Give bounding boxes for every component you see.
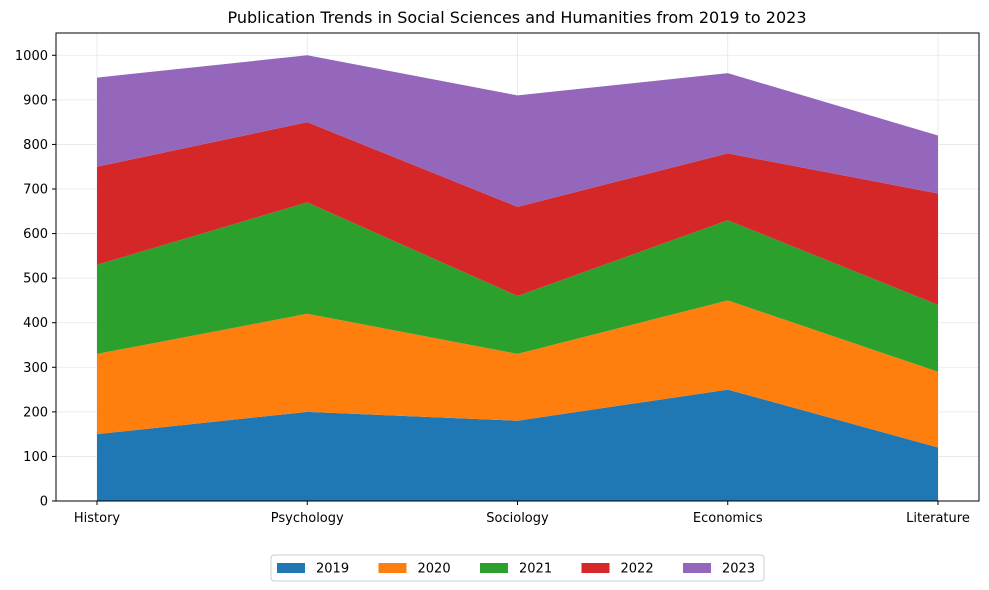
x-tick-label: History [74,511,121,526]
legend-item-2021: 2021 [480,562,552,577]
legend-swatch [683,563,711,573]
area-series-2019 [97,389,938,501]
y-tick-label: 1000 [15,49,48,64]
legend-label: 2020 [418,562,451,577]
area-series-2023 [97,55,938,207]
legend-item-2020: 2020 [378,562,451,577]
legend-swatch [378,563,407,573]
y-tick-label: 400 [23,316,48,331]
y-tick-label: 600 [23,227,48,242]
legend-label: 2019 [316,562,349,577]
legend-box [270,554,765,582]
x-tick-label: Psychology [271,511,344,526]
legend-item-2022: 2022 [581,562,654,577]
y-tick-label: 300 [23,361,48,376]
legend-item-2023: 2023 [683,562,755,577]
y-tick-label: 900 [23,93,48,108]
x-tick-label: Sociology [486,511,549,526]
legend-label: 2022 [621,562,654,577]
area-series-2022 [97,122,938,305]
area-series-2021 [97,202,938,372]
y-tick-label: 100 [23,450,48,465]
y-tick-label: 700 [23,183,48,198]
x-tick-label: Economics [693,511,763,526]
legend-swatch [581,563,610,573]
legend-label: 2021 [519,562,552,577]
y-tick-label: 200 [23,405,48,420]
legend: 2019 2020 2021 2022 2023 [270,554,765,582]
axes-layer: 0 100 200 300 400 500 600 700 800 900 1000 History P… [15,32,980,526]
x-tick-label: Literature [906,511,970,526]
y-tick-label: 800 [23,138,48,153]
area-series-2020 [97,300,938,448]
legend-swatch [480,563,508,573]
y-tick-label: 500 [23,272,48,287]
chart-title: Publication Trends in Social Sciences an… [227,8,806,27]
legend-item-2019: 2019 [277,562,349,577]
y-tick-label: 0 [40,495,48,510]
legend-label: 2023 [722,562,755,577]
area-layer [97,55,938,501]
legend-swatch [277,563,305,573]
